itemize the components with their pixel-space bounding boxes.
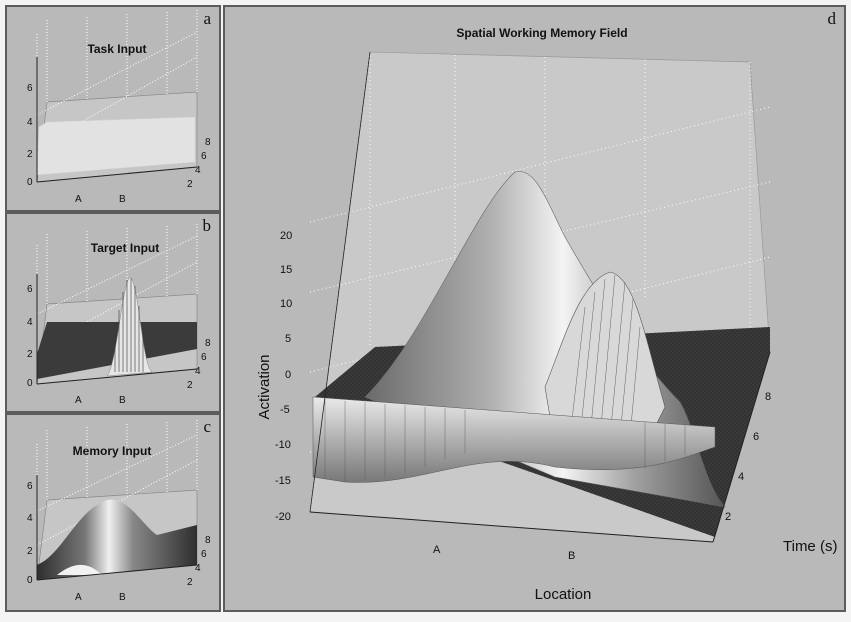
y-tick: 4 [195, 366, 201, 377]
chart-title: Spatial Working Memory Field [456, 26, 627, 40]
z-tick: 2 [27, 546, 33, 557]
panel-letter: b [202, 216, 212, 235]
y-tick: 8 [205, 338, 211, 349]
y-tick: 2 [725, 511, 731, 523]
z-axis-label: Activation [256, 354, 273, 419]
x-axis-label: Location [535, 586, 592, 603]
z-tick: -5 [280, 404, 290, 416]
y-tick: 2 [187, 380, 193, 391]
y-tick: 6 [201, 549, 207, 560]
y-tick: 4 [195, 165, 201, 176]
panel-spatial-working-memory-field: d [223, 5, 846, 612]
z-tick: 2 [27, 349, 33, 360]
y-tick: 2 [187, 577, 193, 588]
z-tick: 0 [27, 378, 33, 389]
y-tick: 8 [765, 391, 771, 403]
y-tick: 8 [205, 137, 211, 148]
z-tick: 4 [27, 117, 33, 128]
task-input-plot: Task Input 0 2 4 6 A B 2 4 6 8 [27, 10, 211, 205]
x-tick: B [568, 550, 575, 562]
z-tick: 0 [27, 575, 33, 586]
z-tick: 15 [280, 264, 292, 276]
z-tick: 0 [285, 369, 291, 381]
y-tick: 6 [201, 352, 207, 363]
x-tick: A [75, 592, 82, 603]
z-tick: -10 [275, 439, 291, 451]
z-tick: 20 [280, 230, 292, 242]
z-tick: 2 [27, 149, 33, 160]
x-tick: B [119, 194, 126, 205]
memory-input-plot: Memory Input 0 2 4 6 A B 2 4 6 8 [27, 420, 211, 603]
x-tick: B [119, 592, 126, 603]
panel-letter: d [827, 9, 837, 28]
z-tick: 5 [285, 333, 291, 345]
x-tick: A [75, 194, 82, 205]
y-axis-label: Time (s) [783, 538, 837, 555]
z-tick: 0 [27, 177, 33, 188]
y-tick: 8 [205, 535, 211, 546]
panel-memory-input: c Memory Input 0 2 4 6 A B 2 [5, 413, 221, 612]
z-tick: 6 [27, 481, 33, 492]
panel-title: Task Input [87, 42, 146, 56]
z-tick: 4 [27, 513, 33, 524]
z-tick: -20 [275, 511, 291, 523]
panel-letter: a [203, 9, 211, 28]
z-tick: 4 [27, 317, 33, 328]
panel-task-input: a Task Input 0 2 4 6 A B 2 4 6 8 [5, 5, 221, 212]
y-tick: 6 [753, 431, 759, 443]
panel-target-input: b Target Input 0 2 4 6 A B 2 4 6 8 [5, 212, 221, 413]
x-tick: A [75, 395, 82, 406]
z-tick: 6 [27, 284, 33, 295]
target-input-plot: Target Input 0 2 4 6 A B 2 4 6 8 [27, 222, 211, 406]
y-tick: 4 [738, 471, 744, 483]
y-tick: 2 [187, 179, 193, 190]
panel-letter: c [203, 417, 211, 436]
x-tick: B [119, 395, 126, 406]
memory-field-plot: Spatial Working Memory Field 20 15 10 5 … [256, 26, 837, 603]
y-tick: 6 [201, 151, 207, 162]
y-tick: 4 [195, 563, 201, 574]
x-tick: A [433, 544, 441, 556]
z-tick: -15 [275, 475, 291, 487]
panel-title: Memory Input [73, 444, 152, 458]
z-tick: 6 [27, 83, 33, 94]
z-tick: 10 [280, 298, 292, 310]
panel-title: Target Input [91, 241, 159, 255]
